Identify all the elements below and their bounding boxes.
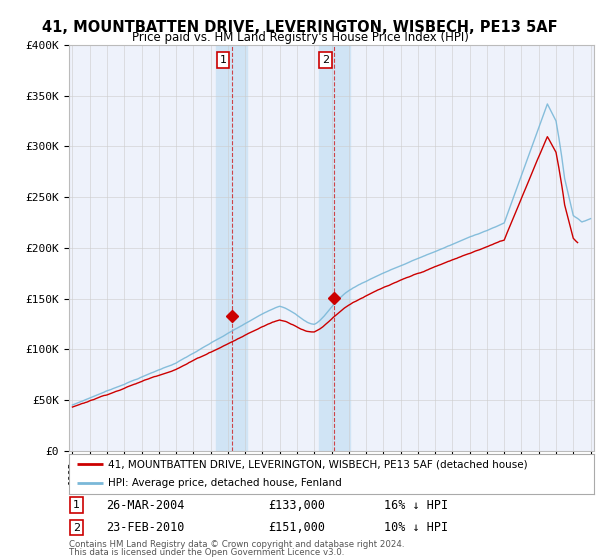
Text: This data is licensed under the Open Government Licence v3.0.: This data is licensed under the Open Gov… [69, 548, 344, 557]
Text: HPI: Average price, detached house, Fenland: HPI: Average price, detached house, Fenl… [109, 478, 342, 488]
Text: 1: 1 [73, 500, 80, 510]
Text: Price paid vs. HM Land Registry's House Price Index (HPI): Price paid vs. HM Land Registry's House … [131, 31, 469, 44]
Text: 26-MAR-2004: 26-MAR-2004 [106, 498, 184, 511]
Text: 16% ↓ HPI: 16% ↓ HPI [384, 498, 448, 511]
Bar [319, 45, 350, 451]
Text: 41, MOUNTBATTEN DRIVE, LEVERINGTON, WISBECH, PE13 5AF (detached house): 41, MOUNTBATTEN DRIVE, LEVERINGTON, WISB… [109, 460, 528, 469]
Text: £133,000: £133,000 [269, 498, 325, 511]
Text: 2: 2 [322, 55, 329, 65]
Text: 1: 1 [220, 55, 227, 65]
Text: 41, MOUNTBATTEN DRIVE, LEVERINGTON, WISBECH, PE13 5AF: 41, MOUNTBATTEN DRIVE, LEVERINGTON, WISB… [42, 20, 558, 35]
Text: Contains HM Land Registry data © Crown copyright and database right 2024.: Contains HM Land Registry data © Crown c… [69, 540, 404, 549]
Text: 2: 2 [73, 522, 80, 533]
Text: 23-FEB-2010: 23-FEB-2010 [106, 521, 184, 534]
Bar [217, 45, 247, 451]
Text: £151,000: £151,000 [269, 521, 325, 534]
Text: 10% ↓ HPI: 10% ↓ HPI [384, 521, 448, 534]
